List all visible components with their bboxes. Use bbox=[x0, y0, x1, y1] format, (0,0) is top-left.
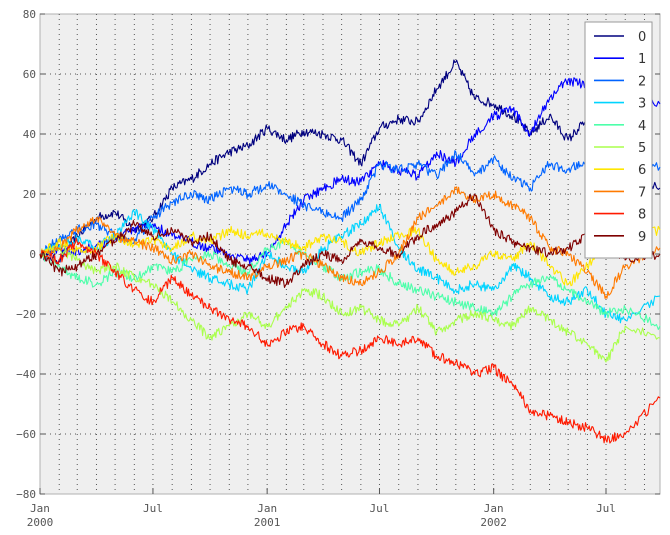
y-tick-label: −20 bbox=[16, 308, 36, 321]
x-tick-label: Jan bbox=[257, 502, 277, 515]
legend-label-2: 2 bbox=[638, 74, 646, 89]
y-tick-label: 60 bbox=[23, 68, 36, 81]
y-tick-label: 20 bbox=[23, 188, 36, 201]
legend-label-0: 0 bbox=[638, 30, 646, 45]
series-line-9 bbox=[39, 193, 661, 288]
legend-box bbox=[584, 21, 653, 259]
series-line-8 bbox=[39, 237, 661, 444]
series-line-3 bbox=[39, 203, 661, 324]
x-tick-label: Jul bbox=[596, 502, 616, 515]
x-tick-label: Jul bbox=[143, 502, 163, 515]
legend-label-3: 3 bbox=[638, 97, 646, 112]
y-tick-label: −60 bbox=[16, 428, 36, 441]
series-line-0 bbox=[39, 59, 661, 265]
legend-label-8: 8 bbox=[638, 208, 646, 223]
y-tick-label: −40 bbox=[16, 368, 36, 381]
x-tick-label: Jan bbox=[484, 502, 504, 515]
legend-label-6: 6 bbox=[638, 163, 646, 178]
y-tick-label: −80 bbox=[16, 488, 36, 501]
legend-label-4: 4 bbox=[638, 119, 646, 134]
legend: 0 1 2 3 4 5 6 7 8 9 bbox=[584, 21, 653, 259]
series-line-7 bbox=[39, 186, 661, 299]
x-tick-label: 2000 bbox=[27, 516, 54, 529]
y-tick-label: 40 bbox=[23, 128, 36, 141]
legend-label-1: 1 bbox=[638, 52, 646, 67]
series-line-5 bbox=[39, 244, 661, 363]
x-tick-label: 2002 bbox=[480, 516, 507, 529]
series-lines bbox=[39, 59, 661, 444]
series-line-2 bbox=[39, 148, 661, 258]
x-tick-label: Jan bbox=[30, 502, 50, 515]
legend-label-5: 5 bbox=[638, 141, 646, 156]
x-tick-label: Jul bbox=[370, 502, 390, 515]
legend-label-9: 9 bbox=[638, 230, 646, 245]
x-tick-label: 2001 bbox=[254, 516, 281, 529]
legend-label-7: 7 bbox=[638, 185, 646, 200]
y-tick-label: 80 bbox=[23, 8, 36, 21]
y-tick-label: 0 bbox=[29, 248, 36, 261]
